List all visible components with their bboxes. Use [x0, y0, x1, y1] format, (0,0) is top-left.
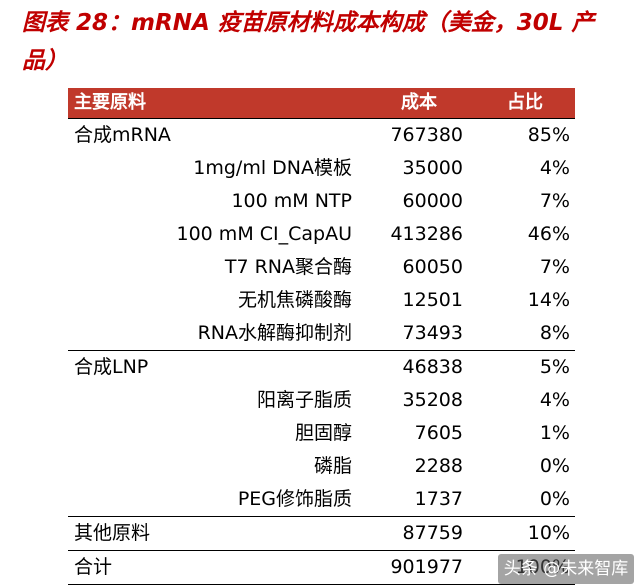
cell: 73493	[402, 322, 463, 344]
column-header: 占比	[507, 92, 543, 113]
item-row: T7 RNA聚合酶 60050 7%	[68, 251, 575, 284]
watermark: 头条 @未来智库	[498, 554, 634, 584]
cell: 60000	[402, 190, 463, 212]
cell: 合成mRNA	[74, 124, 171, 146]
item-row: 阳离子脂质 35208 4%	[68, 384, 575, 417]
item-row: PEG修饰脂质 1737 0%	[68, 483, 575, 516]
cell: 5%	[539, 356, 570, 378]
cell: 100 mM NTP	[231, 190, 352, 212]
cell: 1737	[414, 488, 463, 510]
cell: 767380	[390, 124, 463, 146]
item-row: RNA水解酶抑制剂 73493 8%	[68, 317, 575, 350]
cell: 46838	[402, 356, 463, 378]
cell: 1mg/ml DNA模板	[193, 157, 352, 179]
cell: 60050	[402, 256, 463, 278]
cell: 35000	[402, 157, 463, 179]
cell: 磷脂	[313, 455, 352, 477]
table: 主要原料 成本 占比合成mRNA 767380 85% 1mg/ml DNA模板 35000…	[68, 88, 575, 585]
cell: 2288	[414, 455, 463, 477]
item-row: 100 mM CI_CapAU 413286 46%	[68, 218, 575, 251]
title: 图表 28：mRNA 疫苗原材料成本构成（美金，30L 产品）	[22, 10, 595, 74]
cell: 85%	[527, 124, 570, 146]
item-row: 磷脂 2288 0%	[68, 450, 575, 483]
item-row: 1mg/ml DNA模板 35000 4%	[68, 152, 575, 185]
cell: 7%	[539, 190, 570, 212]
cell: 其他原料	[74, 522, 151, 544]
cell: RNA水解酶抑制剂	[197, 322, 352, 344]
cell: 901977	[390, 556, 463, 578]
item-row: 100 mM NTP 60000 7%	[68, 185, 575, 218]
cell: 35208	[402, 389, 463, 411]
cell: 合成LNP	[74, 356, 149, 378]
cell: 87759	[402, 522, 463, 544]
cell: 10%	[527, 522, 570, 544]
column-header: 主要原料	[74, 92, 146, 113]
cell: 4%	[539, 389, 570, 411]
cell: 0%	[539, 455, 570, 477]
group-row: 合成LNP 46838 5%	[68, 350, 575, 384]
cell: 413286	[390, 223, 463, 245]
group-row: 其他原料 87759 10%	[68, 516, 575, 550]
cell: 胆固醇	[294, 422, 352, 444]
cell: 4%	[539, 157, 570, 179]
cell: PEG修饰脂质	[237, 488, 352, 510]
cell: 阳离子脂质	[256, 389, 352, 411]
cell: 46%	[527, 223, 570, 245]
item-row: 无机焦磷酸酶 12501 14%	[68, 284, 575, 317]
cell: 7%	[539, 256, 570, 278]
cell: 7605	[414, 422, 463, 444]
cell: 14%	[527, 289, 570, 311]
cell: T7 RNA聚合酶	[224, 256, 352, 278]
cell: 100 mM CI_CapAU	[176, 223, 353, 245]
cell: 无机焦磷酸酶	[237, 289, 352, 311]
cell: 合计	[74, 556, 113, 578]
item-row: 胆固醇 7605 1%	[68, 417, 575, 450]
cell: 8%	[539, 322, 570, 344]
cell: 0%	[539, 488, 570, 510]
cell: 1%	[539, 422, 570, 444]
group-row: 合成mRNA 767380 85%	[68, 118, 575, 152]
cell: 12501	[402, 289, 463, 311]
header-row: 主要原料 成本 占比	[68, 88, 575, 118]
column-header: 成本	[401, 92, 437, 113]
